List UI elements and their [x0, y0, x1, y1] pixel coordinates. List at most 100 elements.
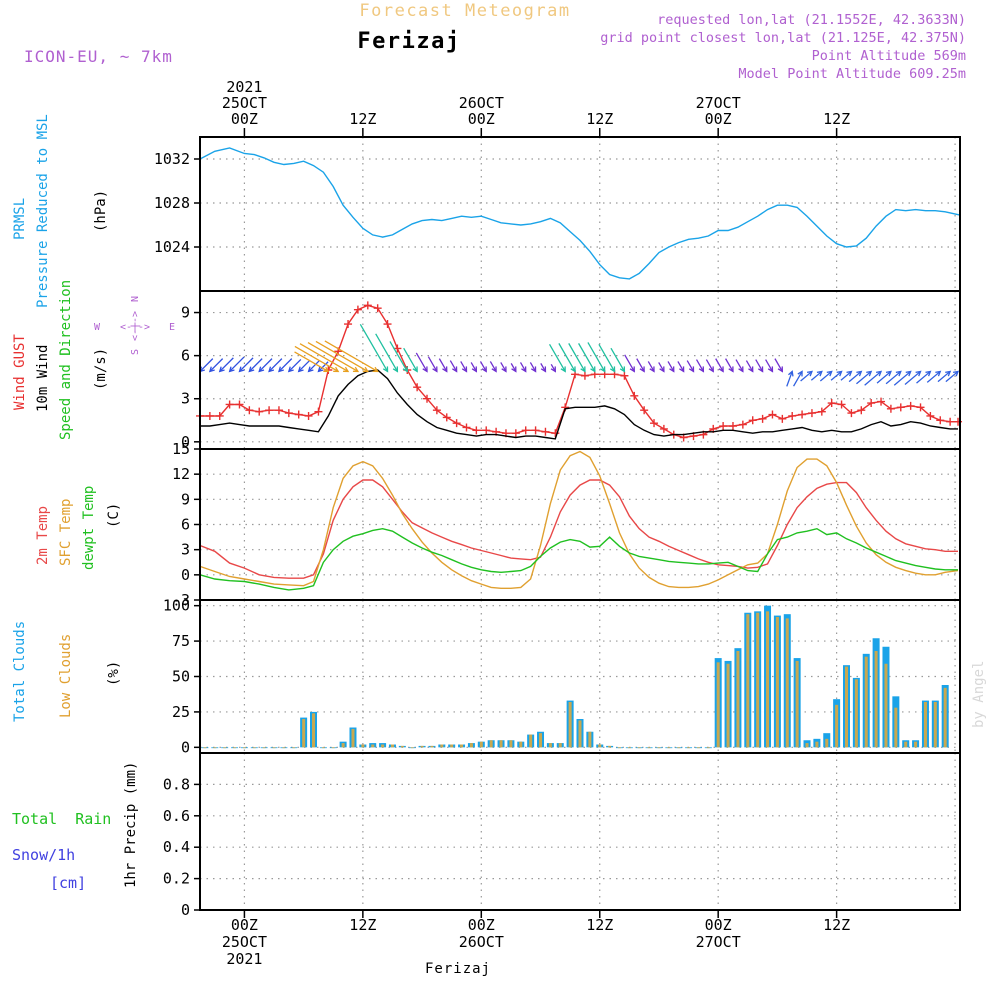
wind-direction-arrow — [810, 370, 823, 381]
gust-marker — [383, 320, 392, 329]
wind-arrow-head — [382, 366, 389, 373]
low-cloud-bar — [677, 747, 681, 749]
low-cloud-bar — [430, 745, 434, 748]
wind-arrow-head — [679, 366, 685, 373]
wind-arrow-head — [521, 366, 527, 373]
wind-direction-arrow — [489, 361, 497, 373]
wind-arrow-head — [248, 366, 255, 373]
wind-direction-arrow — [636, 358, 645, 373]
temp-labels: 2m Temp SFC Temp dewpt Temp (C) — [35, 486, 122, 570]
wind-direction-arrow — [904, 370, 922, 385]
gust-marker — [886, 404, 895, 413]
bottom-time-label: 00Z — [468, 916, 495, 934]
gust-marker — [373, 304, 382, 313]
wind-direction-arrow — [786, 370, 794, 387]
gust-marker — [363, 301, 372, 310]
wind-arrow-shaft — [786, 371, 793, 387]
footer-location: Ferizaj — [425, 961, 491, 977]
wind-arrow-shaft — [677, 361, 685, 372]
requested-coords: requested lon,lat (21.1552E, 42.3633N) — [657, 12, 966, 28]
wind-arrow-shaft — [359, 323, 389, 372]
low-cloud-bar — [825, 738, 829, 748]
top-time-label: 12Z — [349, 110, 376, 128]
pressure-label-1: PRMSL — [12, 198, 28, 240]
low-cloud-bar — [460, 744, 464, 748]
wind-arrow-head — [550, 366, 557, 373]
low-cloud-bar — [489, 740, 493, 748]
wind-arrow-head — [846, 370, 853, 377]
y-tick-label: 0.4 — [163, 838, 190, 856]
wind-arrow-shaft — [229, 356, 245, 372]
wind-arrow-head — [297, 366, 304, 373]
wind-direction-arrow — [359, 323, 389, 373]
gust-marker — [867, 399, 876, 408]
gust-marker — [620, 371, 629, 380]
compass-east: E — [169, 322, 175, 333]
wind-arrow-shaft — [519, 362, 527, 372]
low-cloud-bar — [864, 656, 868, 748]
wind-direction-arrow — [228, 356, 245, 373]
wind-direction-arrow — [297, 359, 311, 373]
wind-arrow-shaft — [610, 347, 625, 372]
gust-marker — [531, 426, 540, 435]
wind-arrow-shaft — [209, 358, 224, 372]
wind-arrow-shaft — [248, 358, 263, 372]
wind-arrow-shaft — [449, 360, 458, 372]
wind-arrow-head — [895, 370, 902, 377]
low-cloud-bar — [785, 618, 789, 748]
wind-arrow-head — [333, 366, 340, 373]
y-tick-label: 3 — [181, 390, 190, 408]
wind-arrow-head — [698, 366, 705, 373]
wind-arrow-head — [258, 366, 265, 373]
wind-arrow-shaft — [550, 364, 556, 372]
wind-direction-arrow — [686, 360, 695, 373]
wind-arrow-shaft — [705, 359, 714, 372]
precip-label-snow: Snow/1h — [12, 846, 75, 864]
top-time-label: 2021 — [226, 78, 262, 96]
wind-direction-arrow — [248, 358, 263, 373]
wind-arrow-shaft — [510, 363, 517, 372]
gust-marker — [758, 414, 767, 423]
wind-arrow-shaft — [658, 362, 665, 372]
wind-arrow-shaft — [893, 370, 912, 386]
wind-direction-arrow — [324, 340, 379, 373]
wind-arrow-shaft — [470, 362, 477, 372]
wind-direction-arrow — [479, 361, 487, 373]
wind-labels: Wind GUST 10m Wind Speed and Direction (… — [12, 280, 175, 440]
wind-arrow-head — [362, 366, 369, 373]
wind-arrow-shaft — [219, 357, 234, 372]
wind-arrow-shaft — [307, 342, 359, 372]
gust-marker — [245, 406, 254, 415]
wind-arrow-head — [278, 366, 284, 373]
wind-arrow-shaft — [375, 333, 398, 372]
wind-arrow-head — [619, 366, 626, 373]
wind-arrow-head — [590, 366, 596, 373]
precip-frame — [199, 752, 961, 911]
wind-arrow-head — [570, 366, 576, 373]
wind-arrow-head — [816, 370, 823, 377]
gust-marker — [778, 414, 787, 423]
y-tick-label: 0.6 — [163, 807, 190, 825]
low-cloud-bar — [815, 741, 819, 748]
wind-direction-arrow — [800, 370, 813, 382]
low-cloud-bar — [252, 747, 256, 749]
wind-direction-arrow — [438, 358, 448, 373]
bottom-time-label: 12Z — [823, 916, 850, 934]
wind-direction-arrow — [587, 342, 606, 373]
wind-arrow-head — [560, 366, 566, 373]
wind-arrow-shaft — [885, 370, 902, 385]
gust-marker — [946, 417, 955, 426]
gust-marker — [452, 419, 461, 428]
wind-arrow-head — [885, 370, 892, 377]
wind-direction-arrow — [695, 359, 705, 373]
y-tick-label: 50 — [172, 668, 190, 686]
wind-direction-arrow — [510, 363, 517, 373]
wind-direction-arrow — [278, 358, 293, 373]
wind-direction-arrow — [415, 352, 428, 373]
gust-marker — [255, 407, 264, 416]
gust-marker — [906, 401, 915, 410]
compass-rose: N <-|-> S W <-|-> E — [94, 296, 175, 355]
wind-arrow-head — [218, 366, 225, 373]
wind-arrow-head — [372, 366, 379, 373]
wind-direction-arrow — [568, 343, 586, 373]
